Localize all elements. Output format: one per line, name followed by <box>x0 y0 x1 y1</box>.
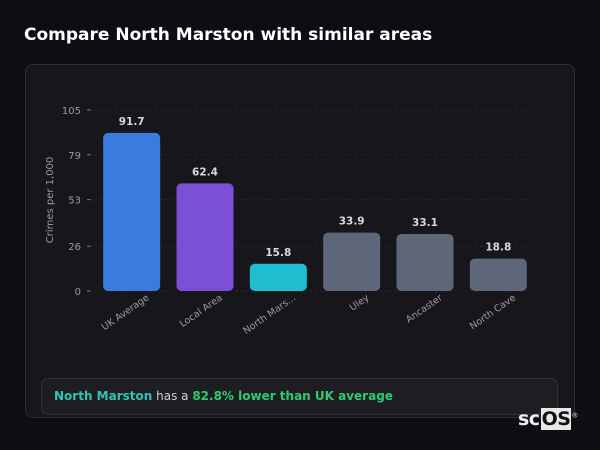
x-tick-label: Local Area <box>178 292 225 329</box>
bar <box>103 132 161 291</box>
logo-text-b: OS <box>540 408 572 430</box>
bar <box>396 233 454 291</box>
data-label: 33.9 <box>339 216 365 228</box>
logo: sc OS® <box>517 408 578 430</box>
bar <box>176 183 234 291</box>
data-label: 18.8 <box>485 242 511 254</box>
x-tick-label: UK Average <box>100 292 152 333</box>
summary-text: has a <box>152 389 193 403</box>
data-label: 33.1 <box>412 217 438 229</box>
data-label: 91.7 <box>119 116 145 128</box>
summary-box: North Marston has a 82.8% lower than UK … <box>41 378 558 415</box>
x-tick-label: North Mars... <box>241 292 298 336</box>
x-tick-label: Uley <box>348 292 372 313</box>
logo-mark: ® <box>571 411 578 420</box>
x-tick-label: North Cave <box>468 292 518 332</box>
summary-highlight: 82.8% lower than UK average <box>192 389 393 403</box>
y-tick-label: 53 <box>68 196 81 207</box>
summary-place: North Marston <box>54 389 153 403</box>
data-label: 62.4 <box>192 166 218 178</box>
logo-text-a: sc <box>518 408 540 430</box>
data-label: 15.8 <box>265 247 291 259</box>
x-tick-label: Ancaster <box>404 292 445 325</box>
y-axis-label: Crimes per 1,000 <box>45 157 56 244</box>
bar <box>323 232 381 291</box>
bar <box>469 258 527 291</box>
y-tick-label: 105 <box>62 106 81 117</box>
bar <box>249 263 307 291</box>
page-title: Compare North Marston with similar areas <box>24 25 433 45</box>
y-tick-label: 79 <box>68 151 81 162</box>
y-tick-label: 0 <box>75 287 81 298</box>
y-tick-label: 26 <box>68 242 81 253</box>
